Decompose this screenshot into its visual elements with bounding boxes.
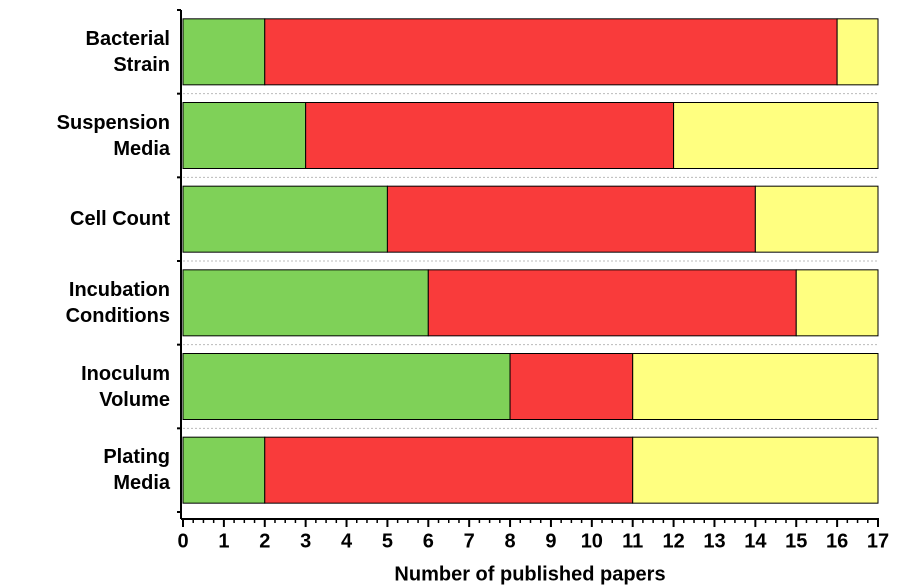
bar-segment — [182, 436, 266, 504]
bar-segment — [427, 269, 797, 337]
x-tick-label: 8 — [504, 530, 515, 552]
bar-segment — [795, 269, 879, 337]
x-tick-label: 9 — [545, 530, 556, 552]
x-tick-label: 17 — [867, 530, 889, 552]
y-tick-label: Plating Media — [103, 446, 170, 495]
x-tick-label: 6 — [423, 530, 434, 552]
bar-segment — [754, 185, 879, 253]
x-tick-label: 13 — [703, 530, 725, 552]
bar-segment — [509, 353, 634, 420]
x-tick-label: 5 — [382, 530, 393, 552]
x-tick-label: 14 — [744, 530, 767, 552]
x-tick-label: 10 — [581, 530, 603, 552]
x-tick-label: 2 — [259, 530, 270, 552]
y-tick-label: Inoculum Volume — [81, 362, 170, 411]
bar-segment — [632, 353, 879, 420]
bar-segment — [836, 18, 879, 86]
y-tick-label: Bacterial Strain — [85, 27, 171, 76]
x-tick-label: 12 — [662, 530, 684, 552]
bar-segment — [182, 102, 307, 169]
x-tick-label: 15 — [785, 530, 807, 552]
x-tick-label: 1 — [218, 530, 229, 552]
bar-segment — [264, 18, 838, 86]
x-tick-label: 3 — [300, 530, 311, 552]
x-tick-label: 4 — [341, 530, 353, 552]
x-tick-label: 16 — [826, 530, 848, 552]
x-tick-label: 11 — [622, 530, 643, 552]
bar-segment — [182, 18, 266, 86]
bar-segment — [182, 353, 511, 420]
y-tick-label: Suspension Media — [56, 111, 170, 160]
bar-segment — [386, 185, 756, 253]
bar-segment — [673, 102, 879, 169]
x-axis-label: Number of published papers — [394, 563, 665, 585]
y-tick-label: Incubation Conditions — [65, 278, 170, 327]
bar-segment — [305, 102, 675, 169]
x-tick-label: 7 — [464, 530, 475, 552]
bar-segment — [632, 436, 879, 504]
bar-segment — [182, 269, 429, 337]
bar-segment — [264, 436, 634, 504]
x-tick-label: 0 — [177, 530, 188, 552]
y-tick-label: Cell Count — [70, 208, 170, 231]
bar-segment — [182, 185, 388, 253]
